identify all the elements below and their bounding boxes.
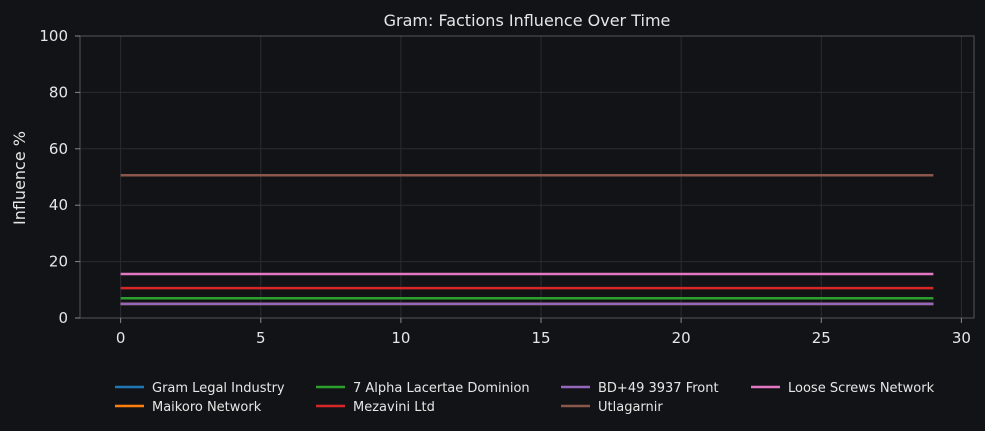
y-tick-label: 40: [49, 196, 68, 214]
chart-title: Gram: Factions Influence Over Time: [384, 11, 671, 30]
y-tick-label: 20: [49, 253, 68, 271]
x-axis: 0 5 10 15 20 25 30: [116, 318, 971, 347]
y-tick-label: 0: [58, 309, 68, 327]
y-tick-label: 60: [49, 140, 68, 158]
grid: [80, 35, 974, 319]
legend-entry: Maikoro Network: [152, 400, 262, 415]
x-tick-label: 0: [116, 329, 126, 347]
y-axis-label: Influence %: [10, 131, 29, 225]
plot-area: [79, 35, 975, 319]
legend: Gram Legal Industry Maikoro Network 7 Alph…: [115, 381, 935, 415]
legend-entry: Loose Screws Network: [788, 381, 935, 396]
legend-entry: Gram Legal Industry: [152, 381, 285, 396]
y-axis: 0 20 40 60 80 100: [39, 27, 80, 327]
legend-entry: 7 Alpha Lacertae Dominion: [353, 381, 530, 396]
x-tick-label: 25: [812, 329, 831, 347]
legend-entry: Mezavini Ltd: [353, 400, 435, 415]
x-tick-label: 5: [256, 329, 266, 347]
x-tick-label: 10: [391, 329, 410, 347]
x-tick-label: 30: [952, 329, 971, 347]
y-tick-label: 80: [49, 83, 68, 101]
x-tick-label: 15: [531, 329, 550, 347]
legend-entry: Utlagarnir: [598, 400, 663, 415]
y-tick-label: 100: [39, 27, 68, 45]
legend-entry: BD+49 3937 Front: [598, 381, 719, 396]
series-lines: [120, 174, 934, 306]
x-tick-label: 20: [672, 329, 691, 347]
